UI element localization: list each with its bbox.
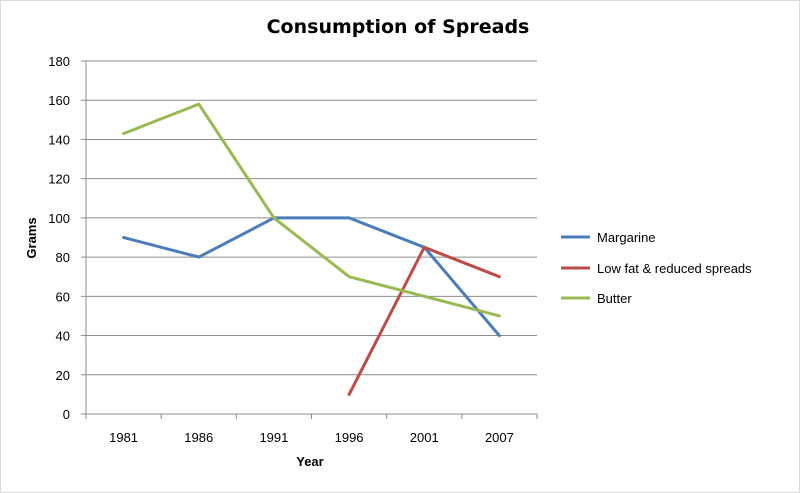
y-tick-label: 40 — [56, 329, 70, 344]
axes — [85, 61, 538, 419]
x-tick-label: 1991 — [259, 430, 288, 445]
legend-label: Margarine — [597, 230, 656, 245]
y-tick-label: 0 — [63, 407, 70, 422]
y-tick-label: 120 — [48, 172, 70, 187]
x-tick-label: 2001 — [410, 430, 439, 445]
y-tick-label: 180 — [48, 54, 70, 69]
y-tick-label: 160 — [48, 93, 70, 108]
series-line-butter — [122, 102, 501, 318]
series-line-margarine — [122, 216, 501, 338]
y-axis-title: Grams — [24, 217, 39, 258]
y-tick-labels: 0 20 40 60 80 100 120 140 160 180 — [48, 54, 70, 422]
y-tick-label: 80 — [56, 250, 70, 265]
legend: Margarine Low fat & reduced spreads Butter — [561, 230, 752, 306]
x-tick-label: 1996 — [335, 430, 364, 445]
x-tick-label: 1981 — [109, 430, 138, 445]
x-tick-label: 2007 — [485, 430, 514, 445]
legend-label: Butter — [597, 291, 632, 306]
series-lines — [122, 102, 501, 396]
gridlines — [81, 60, 537, 415]
y-tick-label: 60 — [56, 289, 70, 304]
x-tick-label: 1986 — [184, 430, 213, 445]
series-line-low-fat-reduced-spreads — [347, 245, 501, 396]
y-tick-label: 140 — [48, 132, 70, 147]
legend-label: Low fat & reduced spreads — [597, 261, 752, 276]
x-tick-labels: 1981 1986 1991 1996 2001 2007 — [109, 430, 514, 445]
y-tick-label: 20 — [56, 368, 70, 383]
y-tick-label: 100 — [48, 211, 70, 226]
x-axis-title: Year — [296, 454, 323, 469]
chart-title: Consumption of Spreads — [267, 16, 530, 38]
